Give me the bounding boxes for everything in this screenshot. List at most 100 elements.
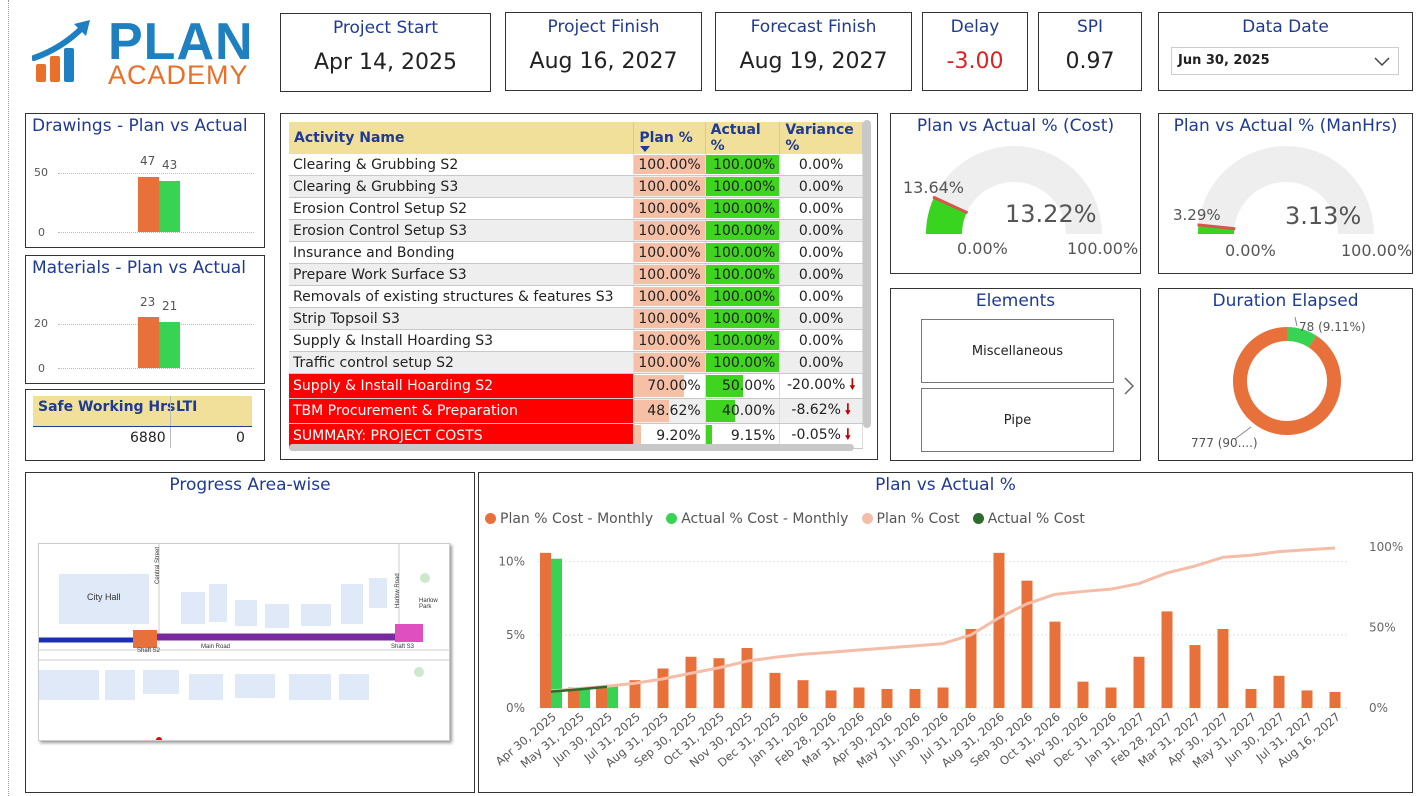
- actual-databar: [705, 155, 780, 174]
- actual-value: 100.00%: [713, 266, 776, 283]
- horizontal-scrollbar[interactable]: [289, 444, 854, 451]
- plan-monthly-bar[interactable]: [540, 552, 551, 708]
- table-row[interactable]: Supply & Install Hoarding S2 70.00% 50.00%…: [289, 373, 863, 399]
- plan-monthly-bar[interactable]: [1329, 691, 1341, 708]
- plan-monthly-bar[interactable]: [1245, 688, 1257, 708]
- plan-monthly-bar[interactable]: [1161, 611, 1173, 708]
- plan-monthly-bar[interactable]: [1049, 621, 1061, 708]
- table-row[interactable]: Erosion Control Setup S3 100.00% 100.00% 0.…: [289, 219, 863, 242]
- actual-value: 100.00%: [713, 200, 776, 217]
- kpi-project-finish: Project Finish Aug 16, 2027: [505, 12, 702, 91]
- activity-name-cell: Clearing & Grubbing S2: [289, 154, 635, 176]
- plan-monthly-bar[interactable]: [1021, 580, 1033, 708]
- plan-cell: 100.00%: [633, 263, 706, 286]
- plan-monthly-bar[interactable]: [1105, 687, 1117, 708]
- actual-cumulative-line[interactable]: [550, 685, 608, 693]
- kpi-value: Aug 19, 2027: [739, 49, 888, 74]
- lti-value: 0: [236, 430, 245, 446]
- plan-monthly-bar[interactable]: [1189, 645, 1201, 708]
- variance-value: 0.00%: [798, 156, 844, 173]
- data-date-dropdown[interactable]: Jun 30, 2025: [1171, 47, 1399, 75]
- col-header-plan[interactable]: Plan %: [633, 122, 706, 154]
- duration-title: Duration Elapsed: [1212, 291, 1359, 311]
- variance-value: 0.00%: [798, 200, 844, 217]
- plan-monthly-bar[interactable]: [1301, 690, 1313, 708]
- vertical-scrollbar[interactable]: [863, 120, 871, 428]
- plan-cell: 48.62%: [633, 398, 706, 424]
- activity-name-cell: Clearing & Grubbing S3: [289, 175, 635, 198]
- plan-monthly-bar[interactable]: [853, 687, 865, 708]
- plan-value: 100.00%: [638, 266, 701, 283]
- table-row[interactable]: Insurance and Bonding 100.00% 100.00% 0.00%: [289, 241, 863, 264]
- table-row[interactable]: Erosion Control Setup S2 100.00% 100.00% 0.…: [289, 197, 863, 220]
- legend-item[interactable]: Actual % Cost - Monthly: [666, 511, 848, 527]
- activity-name-cell: Insurance and Bonding: [289, 241, 635, 264]
- elapsed-label: 78 (9.11%): [1299, 320, 1366, 334]
- plan-monthly-bar[interactable]: [769, 672, 781, 708]
- table-row[interactable]: Removals of existing structures & featur…: [289, 285, 863, 308]
- plan-monthly-bar[interactable]: [993, 552, 1005, 708]
- table-row[interactable]: Supply & Install Hoarding S3 100.00% 100.0…: [289, 329, 863, 352]
- plan-monthly-bar[interactable]: [657, 668, 669, 708]
- plan-monthly-bar[interactable]: [596, 686, 607, 708]
- plan-monthly-bar[interactable]: [909, 688, 921, 708]
- table-row[interactable]: TBM Procurement & Preparation 48.62% 40.00…: [289, 398, 863, 424]
- plan-cell: 100.00%: [633, 351, 706, 374]
- actual-monthly-bar[interactable]: [551, 558, 562, 708]
- plan-databar: [634, 353, 705, 372]
- activity-name-cell: Supply & Install Hoarding S2: [289, 373, 635, 399]
- activity-table-card: Activity Name Plan % Actual % Variance %…: [280, 113, 878, 460]
- table-row[interactable]: Strip Topsoil S3 100.00% 100.00% 0.00%: [289, 307, 863, 330]
- plan-monthly-bar[interactable]: [568, 687, 579, 708]
- gridline: [58, 232, 254, 233]
- actual-monthly-bar[interactable]: [579, 687, 590, 708]
- col-header-activity-name[interactable]: Activity Name: [289, 122, 635, 154]
- plan-monthly-bar[interactable]: [937, 687, 949, 708]
- plan-monthly-bar[interactable]: [1133, 656, 1145, 708]
- plan-monthly-bar[interactable]: [1273, 675, 1285, 708]
- plan-bar: [138, 176, 159, 232]
- plan-monthly-bar[interactable]: [713, 658, 725, 708]
- chevron-right-icon[interactable]: [1124, 377, 1134, 395]
- y-left-tick-label: 10%: [498, 555, 525, 569]
- plan-value: 100.00%: [638, 354, 701, 371]
- plan-monthly-bar[interactable]: [741, 647, 753, 708]
- actual-cell: 100.00%: [705, 219, 781, 242]
- table-row[interactable]: Traffic control setup S2 100.00% 100.00% 0.…: [289, 351, 863, 374]
- plan-cumulative-line[interactable]: [550, 546, 1336, 693]
- gauge-min-label: 0.00%: [957, 239, 1008, 258]
- plan-monthly-bar[interactable]: [1217, 628, 1229, 708]
- element-tile-pipe[interactable]: Pipe: [921, 388, 1114, 452]
- variance-cell: 0.00%: [779, 285, 863, 308]
- col-header-actual[interactable]: Actual %: [705, 122, 781, 154]
- plan-monthly-bar[interactable]: [685, 656, 697, 708]
- legend-item[interactable]: Plan % Cost - Monthly: [485, 511, 653, 527]
- gauge-cost-chart: [926, 146, 1102, 234]
- plan-databar: [634, 425, 641, 447]
- plan-monthly-bar[interactable]: [629, 680, 641, 708]
- variance-cell: 0.00%: [779, 175, 863, 198]
- safe-working-hrs-value: 6880: [130, 430, 166, 446]
- col-header-variance[interactable]: Variance %: [779, 122, 863, 154]
- plan-monthly-bar[interactable]: [881, 688, 893, 708]
- actual-monthly-bar[interactable]: [607, 684, 618, 708]
- table-row[interactable]: SUMMARY: PROJECT COSTS 9.20% 9.15% -0.05% 🠗: [289, 423, 863, 449]
- data-date-label: Data Date: [1242, 17, 1329, 37]
- legend-item[interactable]: Plan % Cost: [861, 511, 960, 527]
- site-map[interactable]: City Hall Central Street Main Road Harlo…: [38, 543, 450, 741]
- y-right-tick-label: 50%: [1369, 621, 1396, 635]
- table-row[interactable]: Prepare Work Surface S3 100.00% 100.00% 0.0…: [289, 263, 863, 286]
- plan-monthly-bar[interactable]: [797, 680, 809, 708]
- plan-value: 100.00%: [638, 178, 701, 195]
- variance-value: 0.00%: [798, 178, 844, 195]
- drawings-card: Drawings - Plan vs Actual 50 0 47 43: [25, 113, 265, 248]
- legend-item[interactable]: Actual % Cost: [972, 511, 1085, 527]
- plan-bar: [138, 317, 159, 368]
- table-row[interactable]: Clearing & Grubbing S2 100.00% 100.00% 0.00…: [289, 154, 863, 176]
- plan-monthly-bar[interactable]: [1077, 681, 1089, 708]
- plan-monthly-bar[interactable]: [825, 690, 837, 708]
- table-row[interactable]: Clearing & Grubbing S3 100.00% 100.00% 0.00…: [289, 175, 863, 198]
- element-tile-miscellaneous[interactable]: Miscellaneous: [921, 319, 1114, 383]
- plan-monthly-bar[interactable]: [965, 628, 977, 708]
- variance-value: 0.00%: [798, 266, 844, 283]
